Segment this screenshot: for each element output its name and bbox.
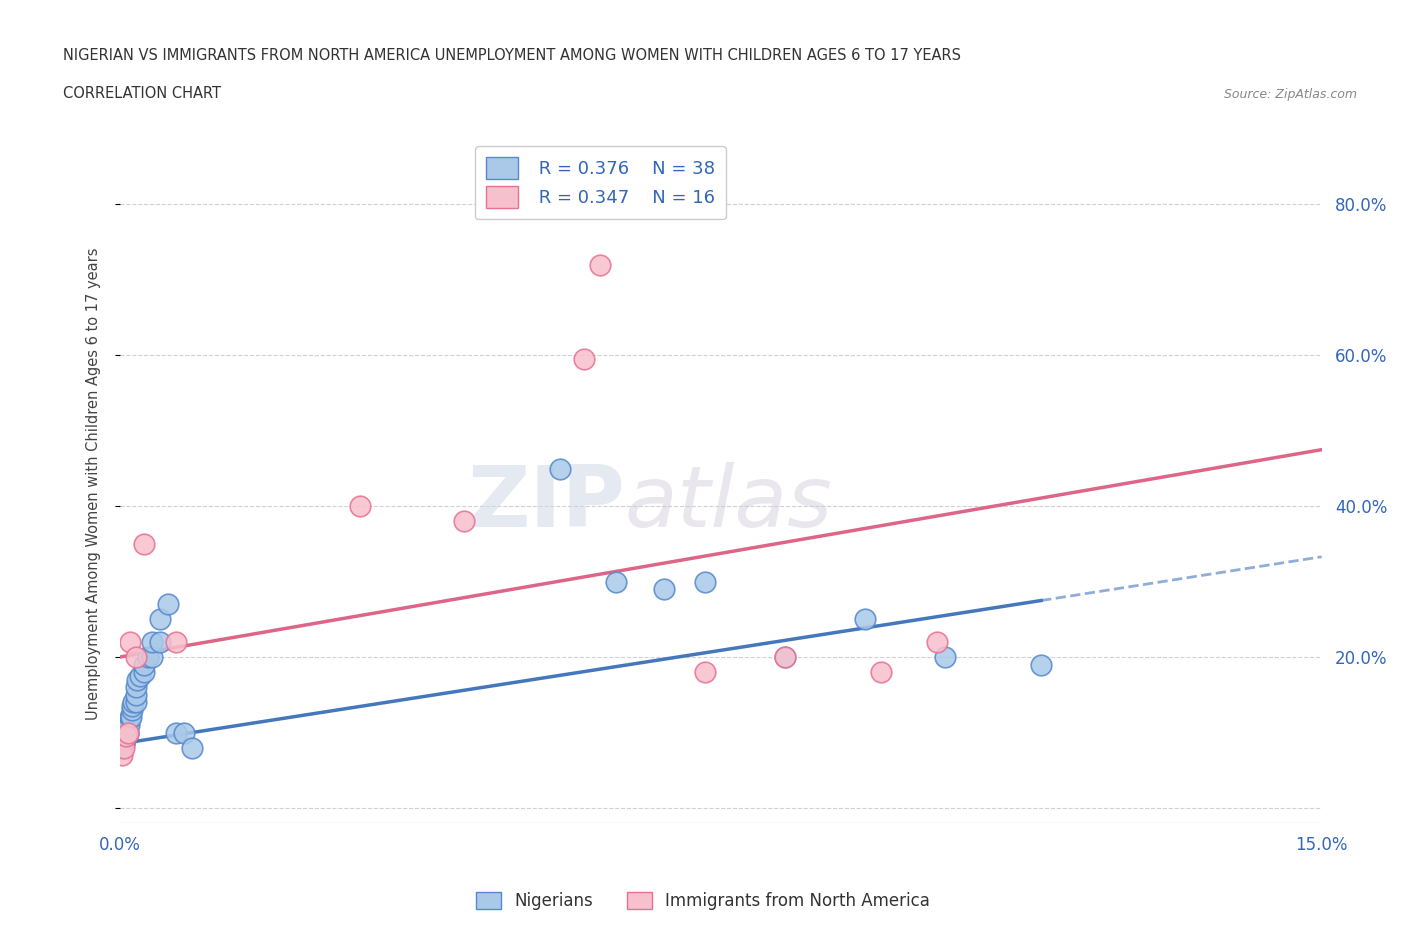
Point xyxy=(165,634,187,649)
Legend:  R = 0.376    N = 38,  R = 0.347    N = 16: R = 0.376 N = 38, R = 0.347 N = 16 xyxy=(475,146,725,219)
Point xyxy=(180,740,202,755)
Point xyxy=(141,650,163,665)
Point xyxy=(693,574,716,589)
Point xyxy=(124,695,146,710)
Point xyxy=(149,612,172,627)
Point xyxy=(111,748,134,763)
Point xyxy=(115,729,138,744)
Point xyxy=(111,740,134,755)
Point xyxy=(156,597,179,612)
Point xyxy=(128,669,150,684)
Point xyxy=(349,498,371,513)
Point xyxy=(127,672,149,687)
Text: ZIP: ZIP xyxy=(467,462,624,546)
Point xyxy=(165,725,187,740)
Point xyxy=(112,740,135,755)
Point xyxy=(112,733,135,748)
Text: NIGERIAN VS IMMIGRANTS FROM NORTH AMERICA UNEMPLOYMENT AMONG WOMEN WITH CHILDREN: NIGERIAN VS IMMIGRANTS FROM NORTH AMERIC… xyxy=(63,48,962,63)
Point xyxy=(853,612,876,627)
Y-axis label: Unemployment Among Women with Children Ages 6 to 17 years: Unemployment Among Women with Children A… xyxy=(86,247,101,720)
Point xyxy=(773,650,796,665)
Point xyxy=(118,718,141,733)
Point xyxy=(124,650,146,665)
Point xyxy=(117,725,139,740)
Point xyxy=(654,582,676,597)
Point xyxy=(605,574,627,589)
Point xyxy=(115,729,138,744)
Point xyxy=(773,650,796,665)
Point xyxy=(136,650,159,665)
Point xyxy=(117,718,139,733)
Point xyxy=(453,514,475,529)
Point xyxy=(117,725,139,740)
Point xyxy=(118,634,141,649)
Point xyxy=(124,687,146,702)
Point xyxy=(112,737,135,751)
Point xyxy=(149,634,172,649)
Point xyxy=(132,658,155,672)
Point xyxy=(925,634,948,649)
Point xyxy=(574,352,596,366)
Text: Source: ZipAtlas.com: Source: ZipAtlas.com xyxy=(1223,87,1357,100)
Point xyxy=(122,695,145,710)
Point xyxy=(121,698,143,713)
Point xyxy=(117,725,139,740)
Point xyxy=(132,537,155,551)
Point xyxy=(934,650,956,665)
Point xyxy=(121,702,143,717)
Point xyxy=(114,733,136,748)
Point xyxy=(550,461,572,476)
Point xyxy=(693,665,716,680)
Point xyxy=(141,634,163,649)
Point xyxy=(173,725,195,740)
Point xyxy=(869,665,893,680)
Point xyxy=(1029,658,1052,672)
Point xyxy=(120,710,142,724)
Point xyxy=(124,680,146,695)
Text: CORRELATION CHART: CORRELATION CHART xyxy=(63,86,221,100)
Point xyxy=(589,258,612,272)
Text: atlas: atlas xyxy=(624,462,832,546)
Point xyxy=(118,710,141,724)
Legend: Nigerians, Immigrants from North America: Nigerians, Immigrants from North America xyxy=(470,885,936,917)
Point xyxy=(132,665,155,680)
